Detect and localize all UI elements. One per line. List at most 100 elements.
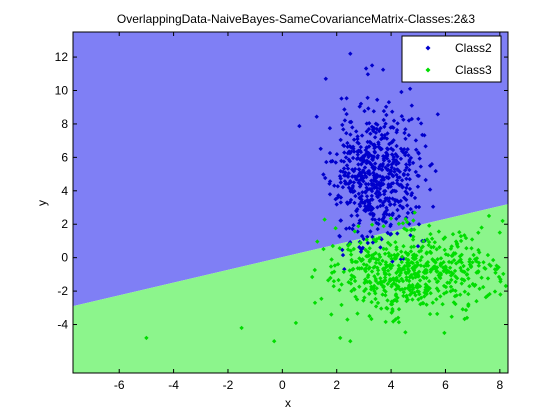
data-point <box>343 170 348 175</box>
data-point <box>351 149 357 154</box>
data-point <box>406 118 412 123</box>
data-point <box>383 319 388 325</box>
data-point <box>387 272 392 277</box>
data-point <box>453 279 458 285</box>
data-point <box>346 185 352 190</box>
data-point <box>356 221 362 226</box>
data-point <box>395 167 401 173</box>
data-point <box>394 216 399 221</box>
data-point <box>428 291 433 296</box>
y-tick-label: 12 <box>55 50 69 64</box>
data-point <box>351 169 356 174</box>
data-point <box>330 243 335 249</box>
data-point <box>416 204 422 210</box>
data-point <box>364 129 369 134</box>
series-class2 <box>297 51 440 272</box>
data-point <box>474 299 479 304</box>
data-point <box>401 117 406 122</box>
data-point <box>414 147 419 152</box>
data-point <box>462 278 467 283</box>
data-point <box>362 165 368 170</box>
legend-entry-class3: Class3 <box>425 63 492 77</box>
data-point <box>371 178 376 183</box>
data-point <box>443 265 448 270</box>
data-point <box>468 263 474 269</box>
data-point <box>355 136 360 142</box>
x-tick-label: 6 <box>442 378 449 392</box>
data-point <box>399 287 405 292</box>
data-point <box>381 214 387 220</box>
data-point <box>375 271 381 277</box>
data-point <box>474 259 479 264</box>
data-point <box>385 298 390 303</box>
data-point <box>498 292 503 297</box>
data-point <box>427 311 433 317</box>
data-point <box>375 300 381 306</box>
data-point <box>381 154 386 159</box>
data-point <box>453 274 458 279</box>
data-point <box>434 269 439 274</box>
data-point <box>340 252 346 258</box>
data-point <box>407 167 412 173</box>
data-point <box>425 260 431 265</box>
y-tick-label: -2 <box>57 284 68 298</box>
data-point <box>408 155 414 161</box>
data-point <box>422 133 427 138</box>
data-point <box>383 121 388 126</box>
legend-label-class3: Class3 <box>455 63 492 77</box>
data-point <box>427 187 433 192</box>
data-point <box>363 190 368 195</box>
data-point <box>383 260 389 265</box>
data-point <box>346 280 351 285</box>
data-point <box>410 237 416 242</box>
data-point <box>340 122 345 128</box>
data-point <box>412 195 418 201</box>
data-point <box>376 235 382 241</box>
data-point <box>382 270 387 275</box>
data-point <box>359 162 364 167</box>
data-point <box>500 218 505 224</box>
data-point <box>369 124 375 129</box>
data-point <box>358 144 363 150</box>
data-point <box>368 211 373 217</box>
data-point <box>369 63 375 68</box>
data-point <box>394 172 399 177</box>
plot-area <box>72 31 509 374</box>
data-point <box>414 253 419 258</box>
data-point <box>424 291 429 297</box>
data-point <box>384 112 389 118</box>
data-point <box>453 301 458 307</box>
data-point <box>415 289 420 294</box>
data-point <box>388 222 393 227</box>
data-point <box>381 156 386 162</box>
data-point <box>386 199 392 204</box>
data-point <box>375 268 381 273</box>
data-point <box>393 240 398 245</box>
data-point <box>345 201 350 206</box>
chart-title: OverlappingData-NaiveBayes-SameCovarianc… <box>117 12 475 26</box>
data-point <box>378 203 383 209</box>
data-point <box>407 186 413 192</box>
data-point <box>435 311 440 317</box>
data-point <box>434 297 439 302</box>
data-point <box>393 282 399 288</box>
data-point <box>395 121 400 126</box>
data-point <box>405 147 410 152</box>
data-point <box>348 180 353 185</box>
data-point <box>366 154 371 160</box>
data-point <box>412 210 417 215</box>
data-point <box>425 288 430 294</box>
data-point <box>381 285 386 290</box>
data-point <box>359 233 365 239</box>
data-point <box>370 217 375 222</box>
data-point <box>376 190 382 195</box>
data-point <box>369 269 375 274</box>
data-point <box>467 259 472 264</box>
data-point <box>467 284 472 289</box>
data-point <box>411 218 416 223</box>
data-point <box>405 219 410 225</box>
data-point <box>389 256 394 261</box>
data-point <box>381 224 386 229</box>
data-point <box>424 275 429 281</box>
data-point <box>403 330 408 335</box>
